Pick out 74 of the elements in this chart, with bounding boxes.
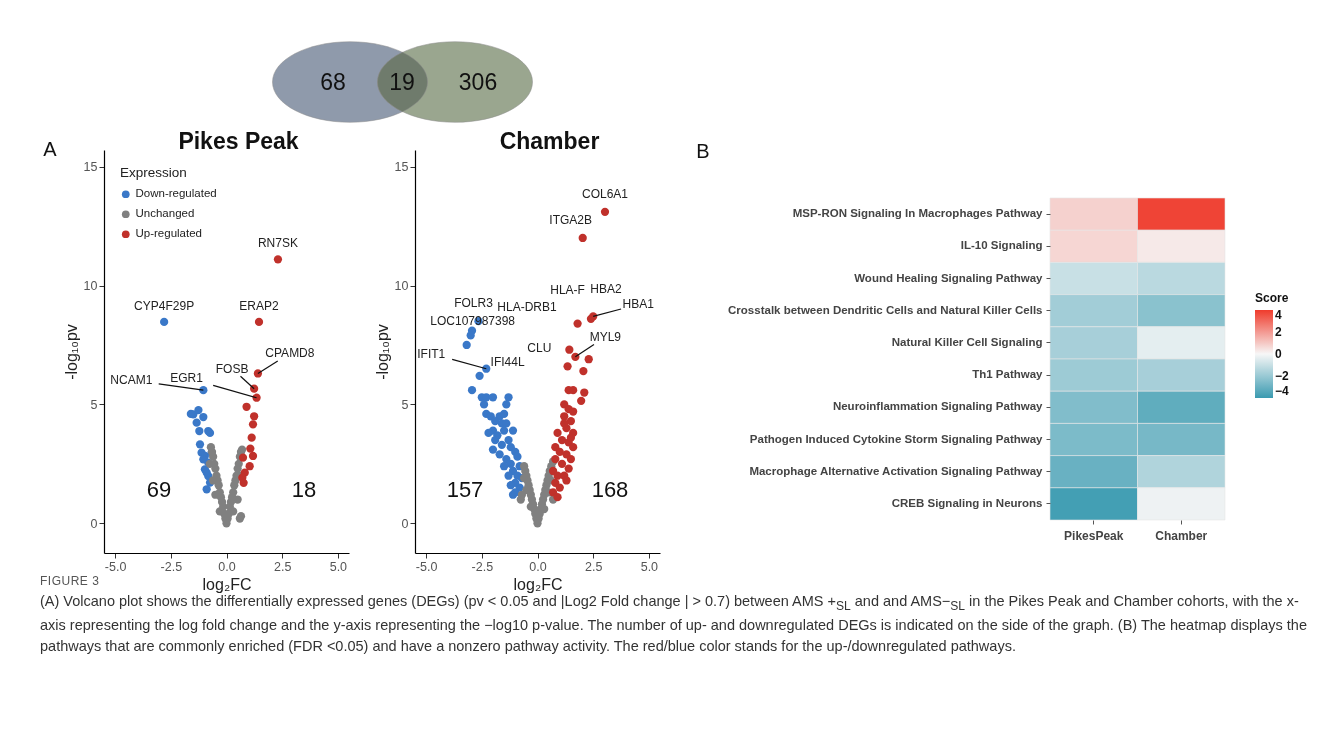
color-bar-label: 0: [1275, 347, 1282, 361]
caption: FIGURE 3: [40, 574, 100, 588]
y-tick-label: 15: [83, 160, 98, 175]
y-tick-label: 10: [394, 279, 409, 294]
y-tick-label: 0: [401, 516, 409, 531]
y-axis-title: -log₁₀pv: [373, 324, 391, 380]
annotation: CLU: [527, 340, 552, 355]
annotation: FOSB: [215, 361, 249, 376]
legend-title: Expression: [120, 165, 187, 180]
y-tick-label: Pathogen Induced Cytokine Storm Signaling Pathway: [749, 432, 1044, 445]
x-tick-label: -5.0: [415, 559, 438, 574]
y-tick-label: Neuroinflammation Signaling Pathway: [832, 400, 1044, 413]
annotation: COL6A1: [581, 186, 629, 201]
annotation: 69: [146, 477, 172, 502]
legend-label: Up-regulated: [135, 227, 202, 240]
y-axis-title: -log₁₀pv: [62, 324, 80, 380]
x-tick-label: 5.0: [329, 559, 348, 574]
annotation: HBA1: [622, 297, 655, 312]
annotation: NCAM1: [110, 373, 153, 388]
y-tick-label: CREB Signaling in Neurons: [891, 496, 1043, 509]
annotation: CYP4F29P: [134, 298, 195, 313]
annotation: 18: [291, 477, 317, 502]
y-tick-label: Macrophage Alternative Activation Signaling Pathway: [749, 464, 1044, 477]
annotation: CPAMD8: [265, 346, 315, 361]
text: (A) Volcano plot shows the differentially expressed genes (DEGs) (pv < 0.05 and |Log2 Fold change | > 0.7) between AMS +$_{SL}$ and and AMS−$_{SL}$ in the Pikes Peak and Chamber cohorts, with the x-axis representing the log fold change and the y-axis representing the −log10 p-value. The number of up- and downregulated DEGs is indicated on the side of the graph. (B) The heatmap displays the pathways that are commonly enriched (FDR <0.05) and have a nonzero pathway activity. The red/blue color stands for the up-/downregulated pathways.: [40, 593, 1308, 657]
annotation: 157: [446, 477, 484, 502]
x-tick-label: -2.5: [160, 559, 183, 574]
y-tick-label: Natural Killer Cell Signaling: [891, 335, 1043, 348]
legend-label: Down-regulated: [135, 187, 217, 200]
color-bar-label: −2: [1275, 369, 1290, 383]
color-bar-label: 4: [1275, 308, 1282, 322]
annotation: ITGA2B: [549, 212, 593, 227]
text: A: [43, 138, 58, 160]
color-bar-label: −4: [1275, 384, 1290, 398]
annotation: EGR1: [170, 370, 204, 385]
y-tick-label: MSP-RON Signaling In Macrophages Pathway: [792, 207, 1044, 220]
legend-label: Unchanged: [135, 207, 195, 220]
annotation: IFI44L: [490, 354, 525, 369]
y-tick-label: 10: [83, 279, 98, 294]
x-tick-label: 2.5: [273, 559, 292, 574]
annotation: HLA-F: [550, 282, 585, 297]
text: B: [696, 140, 710, 162]
y-tick-label: Th1 Pathway: [972, 368, 1044, 381]
chart-title: Chamber: [499, 128, 600, 154]
annotation: FOLR3: [454, 296, 494, 311]
annotation: 168: [591, 477, 629, 502]
data-label: 306: [458, 69, 498, 95]
x-tick-label: PikesPeak: [1064, 528, 1124, 543]
x-tick-label: 2.5: [584, 559, 603, 574]
annotation: RN7SK: [257, 236, 298, 251]
y-tick-label: 5: [90, 397, 98, 412]
annotation: HBA2: [590, 281, 622, 296]
y-tick-label: Wound Healing Signaling Pathway: [854, 271, 1044, 284]
y-tick-label: 5: [401, 397, 409, 412]
y-tick-label: IL-10 Signaling: [960, 239, 1043, 252]
data-label: 19: [389, 69, 415, 95]
annotation: MYL9: [589, 329, 622, 344]
chart-title: Pikes Peak: [178, 128, 299, 154]
data-label: 68: [320, 69, 346, 95]
y-tick-label: 15: [394, 160, 409, 175]
y-tick-label: Crosstalk between Dendritic Cells and Natural Killer Cells: [728, 303, 1043, 316]
color-bar-label: 2: [1275, 325, 1282, 339]
y-tick-label: 0: [90, 516, 98, 531]
x-tick-label: -2.5: [471, 559, 494, 574]
color-bar-title: Score: [1255, 291, 1289, 305]
annotation: HLA-DRB1: [497, 299, 558, 314]
x-tick-label: 0.0: [218, 559, 236, 574]
annotation: IFIT1: [417, 346, 446, 361]
x-axis-title: log₂FC: [202, 576, 252, 593]
x-tick-label: 0.0: [529, 559, 547, 574]
x-axis-title: log₂FC: [513, 576, 563, 593]
annotation: ERAP2: [239, 298, 280, 313]
x-tick-label: -5.0: [104, 559, 127, 574]
x-tick-label: 5.0: [640, 559, 659, 574]
